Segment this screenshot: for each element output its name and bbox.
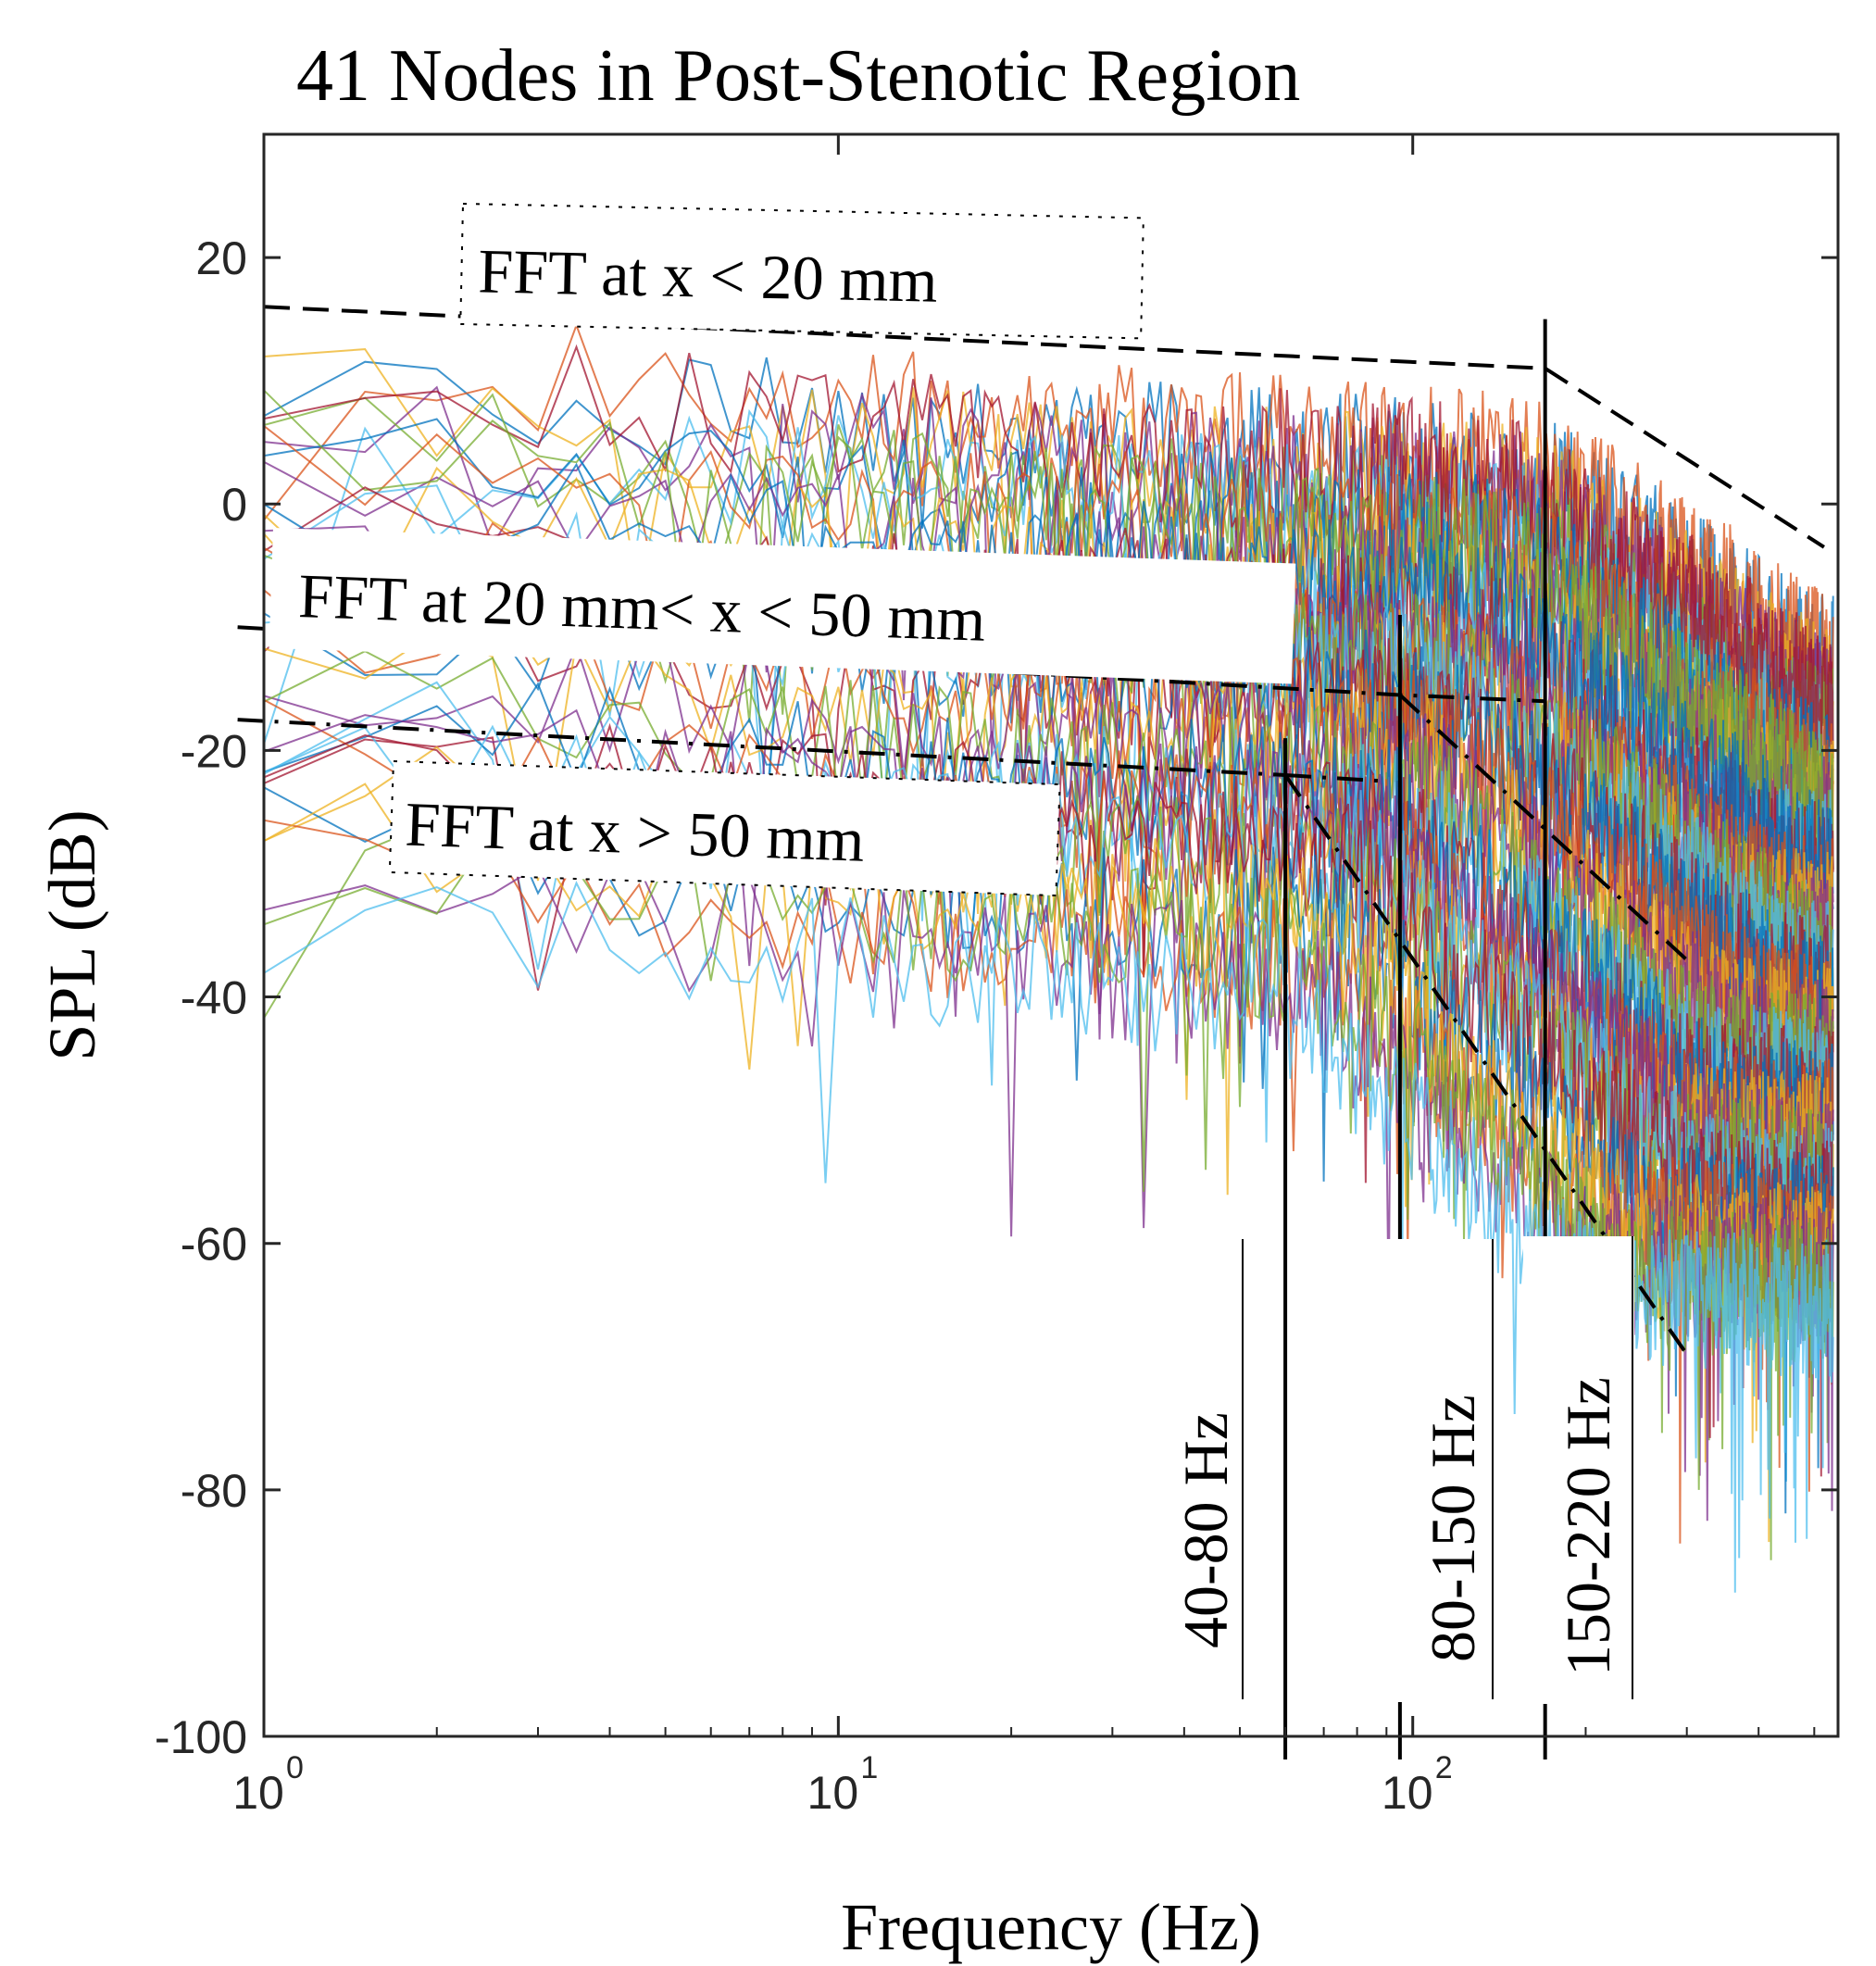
x-tick-label: 10	[232, 1767, 284, 1819]
x-tick-exponent: 1	[860, 1750, 878, 1785]
annotation-text: FFT at x > 50 mm	[404, 789, 866, 875]
y-axis-label: SPL (dB)	[35, 809, 109, 1060]
trend-line-x-gt-50	[237, 718, 1286, 777]
annotation-x-20-50: FFT at 20 mm< x < 50 mm	[269, 528, 1296, 684]
y-tick-label: -20	[181, 725, 247, 777]
x-tick-exponent: 2	[1435, 1750, 1453, 1785]
annotation-box	[269, 528, 1296, 684]
band-label-text: 40-80 Hz	[1170, 1412, 1241, 1648]
trend-line-x-gt-50-extension	[1284, 773, 1387, 783]
x-tick-label: 10	[807, 1767, 859, 1819]
annotation-x-lt-20: FFT at x < 20 mm	[459, 202, 1144, 340]
y-tick-label: -100	[155, 1711, 247, 1763]
band-label-box	[1523, 1236, 1634, 1704]
x-tick-exponent: 0	[286, 1750, 304, 1785]
band-label-80-150: 80-150 Hz	[1386, 1239, 1495, 1702]
annotation-box	[459, 202, 1144, 340]
plot-frame	[262, 132, 1840, 1738]
band-label-box	[1386, 1239, 1495, 1702]
band-label-box	[1153, 1239, 1253, 1702]
y-tick-label: 0	[221, 479, 247, 531]
annotation-text: FFT at x < 20 mm	[478, 235, 939, 315]
band-label-text: 150-220 Hz	[1553, 1377, 1623, 1676]
chart-title: 41 Nodes in Post-Stenotic Region	[296, 35, 1300, 117]
y-tick-label: -80	[181, 1465, 247, 1517]
band-label-text: 80-150 Hz	[1418, 1395, 1488, 1662]
annotation-x-gt-50: FFT at x > 50 mm	[388, 759, 1061, 897]
band-label-150-220: 150-220 Hz	[1523, 1236, 1634, 1704]
spectrum-series-group	[264, 322, 1834, 1593]
band-label-40-80: 40-80 Hz	[1153, 1239, 1253, 1702]
y-tick-label: -60	[181, 1219, 247, 1271]
annotation-box	[388, 759, 1061, 897]
x-tick-label: 10	[1382, 1767, 1433, 1819]
spectrum-line-node-30	[264, 698, 1834, 1469]
trend-line-x-lt-20	[263, 305, 1825, 549]
y-tick-label: -40	[181, 972, 247, 1024]
y-tick-label: 20	[195, 232, 247, 284]
x-axis-label: Frequency (Hz)	[841, 1890, 1261, 1964]
